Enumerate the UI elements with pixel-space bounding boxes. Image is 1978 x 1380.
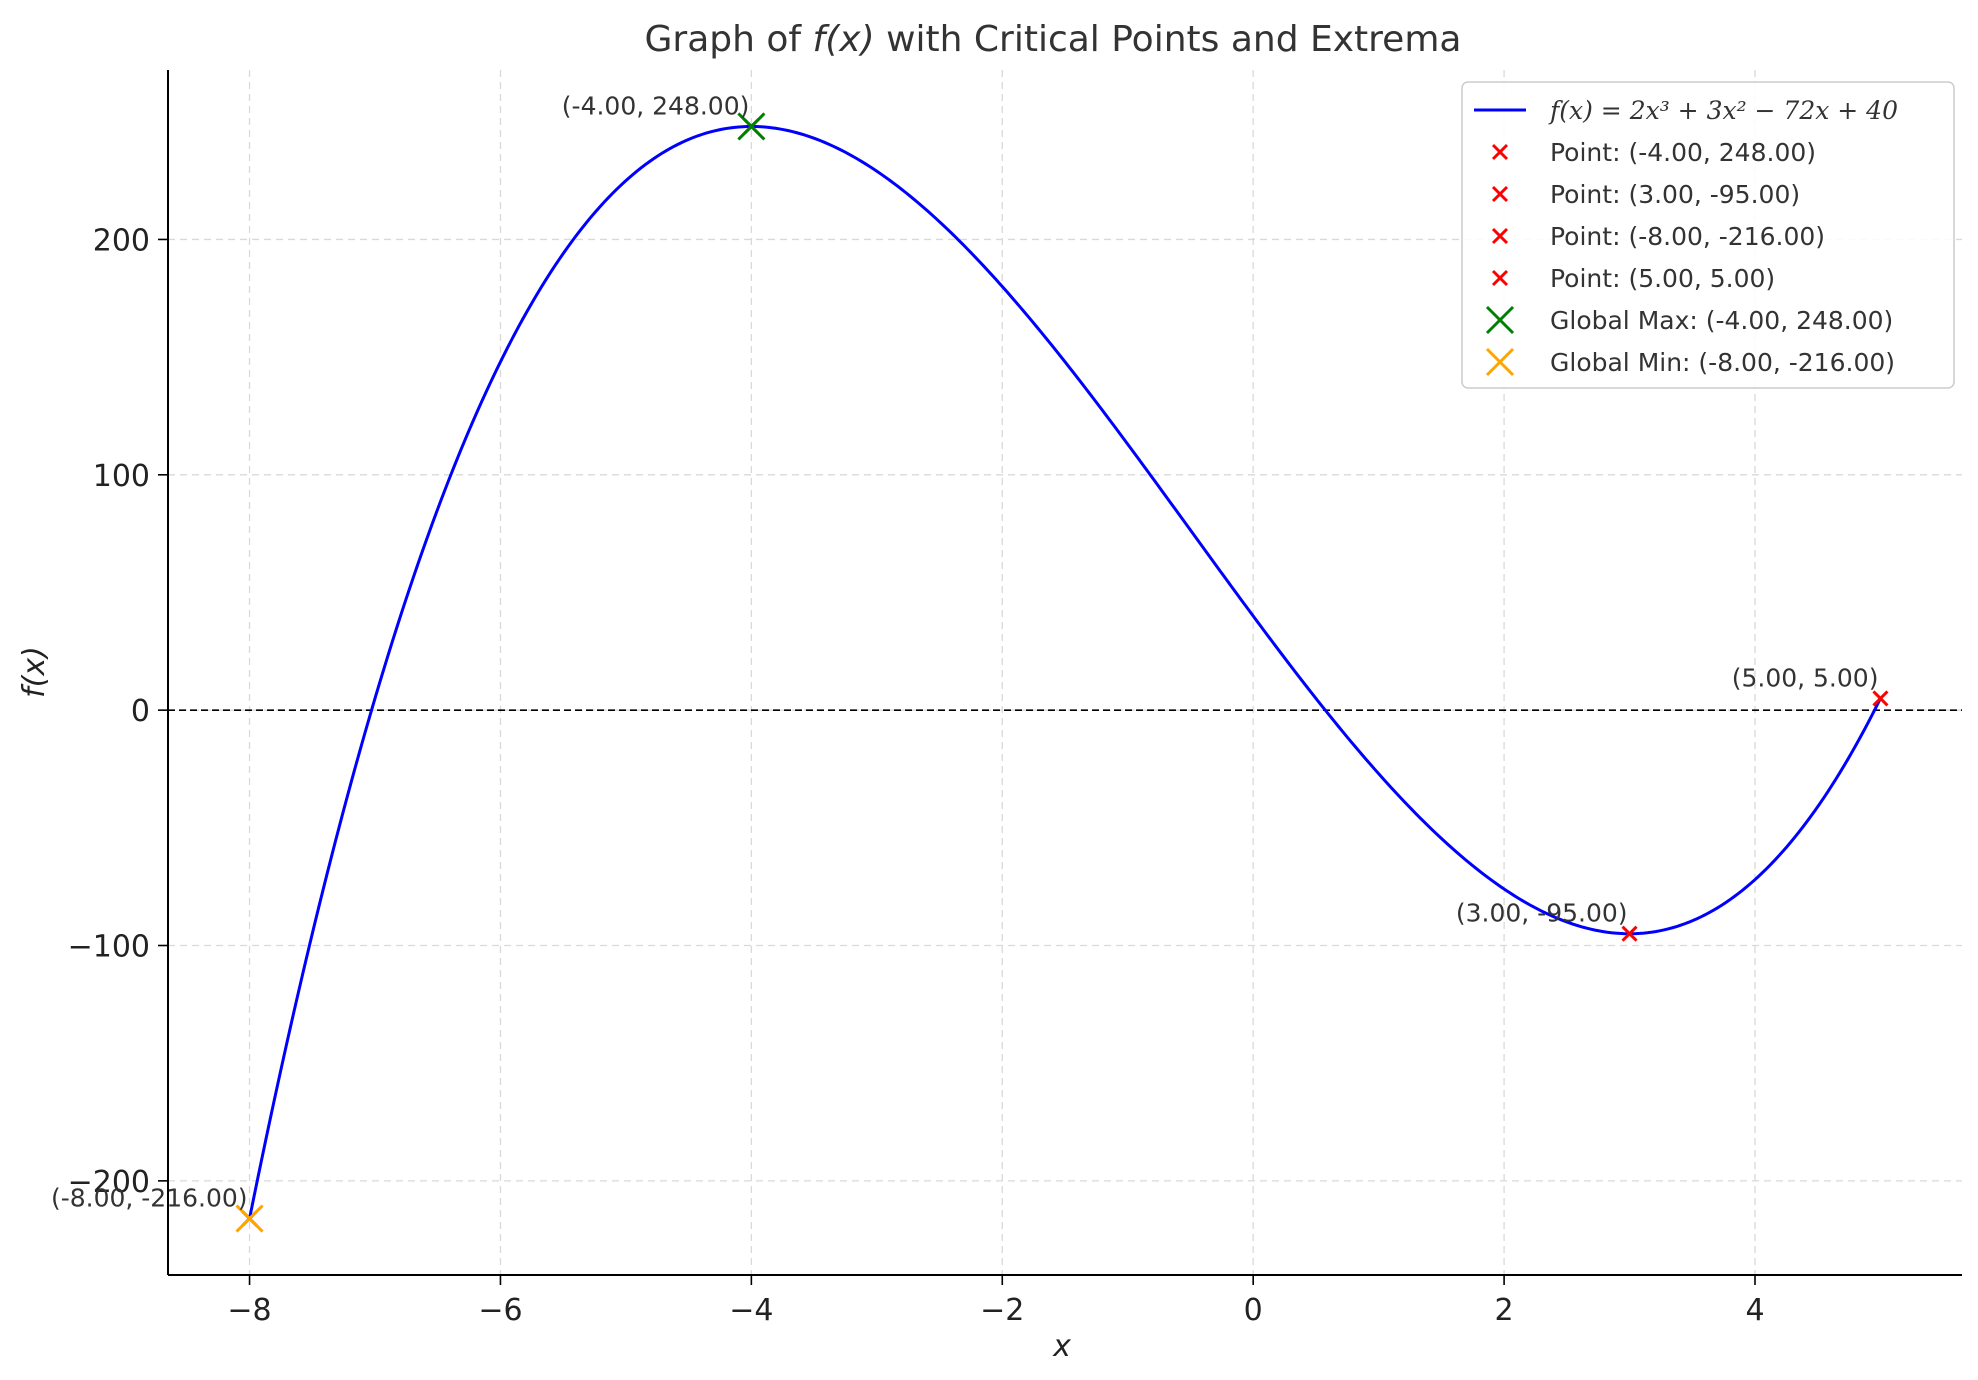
critical-point-marker bbox=[1872, 690, 1889, 707]
global-max-marker bbox=[737, 112, 766, 141]
x-tick-label: −6 bbox=[478, 1293, 522, 1328]
legend-point-swatch bbox=[1491, 269, 1509, 287]
legend-global-max-label: Global Max: (-4.00, 248.00) bbox=[1550, 306, 1893, 335]
y-tick-label: 100 bbox=[93, 459, 150, 494]
global-min-marker bbox=[235, 1204, 264, 1233]
point-annotation: (3.00, -95.00) bbox=[1456, 899, 1628, 928]
y-axis-label: f(x) bbox=[17, 646, 52, 698]
legend: f(x) = 2x³ + 3x² − 72x + 40 Point: (-4.00… bbox=[1461, 81, 1955, 389]
legend-global-max-swatch bbox=[1485, 305, 1515, 335]
x-tick-label: −2 bbox=[980, 1293, 1024, 1328]
x-tick-label: 0 bbox=[1244, 1293, 1263, 1328]
chart-title-prefix: Graph of bbox=[645, 19, 813, 60]
x-tick-label: −8 bbox=[227, 1293, 271, 1328]
function-curve bbox=[248, 124, 1882, 1219]
chart-title: Graph of f(x) with Critical Points and E… bbox=[645, 19, 1462, 60]
y-tick-label: 200 bbox=[93, 223, 150, 258]
critical-point-marker bbox=[1621, 925, 1638, 942]
legend-point-label: Point: (5.00, 5.00) bbox=[1550, 264, 1775, 293]
legend-point-label: Point: (-4.00, 248.00) bbox=[1550, 138, 1816, 167]
legend-point-label: Point: (3.00, -95.00) bbox=[1550, 180, 1800, 209]
legend-global-min-swatch bbox=[1485, 347, 1515, 377]
plot-area bbox=[168, 112, 1962, 1233]
legend-box bbox=[1461, 81, 1955, 389]
y-tick-label: −100 bbox=[68, 930, 150, 965]
legend-curve-label: f(x) = 2x³ + 3x² − 72x + 40 bbox=[1548, 96, 1898, 125]
point-annotation: (-4.00, 248.00) bbox=[562, 91, 750, 120]
ticks: −8 −6 −4 −2 0 2 4 −200 −100 0 100 200 bbox=[68, 223, 1765, 1328]
chart-title-suffix: with Critical Points and Extrema bbox=[875, 19, 1462, 60]
x-tick-label: −4 bbox=[729, 1293, 773, 1328]
y-tick-label: 0 bbox=[131, 694, 150, 729]
legend-point-swatch bbox=[1491, 227, 1509, 245]
annotations: (-4.00, 248.00) (3.00, -95.00) (-8.00, -21… bbox=[51, 91, 1879, 1212]
point-annotation: (-8.00, -216.00) bbox=[51, 1184, 248, 1213]
axes bbox=[167, 70, 1962, 1276]
legend-point-label: Point: (-8.00, -216.00) bbox=[1550, 222, 1825, 251]
legend-point-swatch bbox=[1491, 143, 1509, 161]
legend-point-swatch bbox=[1491, 185, 1509, 203]
chart-title-math: f(x) bbox=[813, 19, 875, 60]
y-tick-label: −200 bbox=[68, 1165, 150, 1200]
x-axis-label: x bbox=[1052, 1329, 1071, 1364]
x-tick-label: 2 bbox=[1495, 1293, 1514, 1328]
point-annotation: (5.00, 5.00) bbox=[1732, 663, 1879, 692]
legend-global-min-label: Global Min: (-8.00, -216.00) bbox=[1550, 348, 1895, 377]
x-tick-label: 4 bbox=[1745, 1293, 1764, 1328]
